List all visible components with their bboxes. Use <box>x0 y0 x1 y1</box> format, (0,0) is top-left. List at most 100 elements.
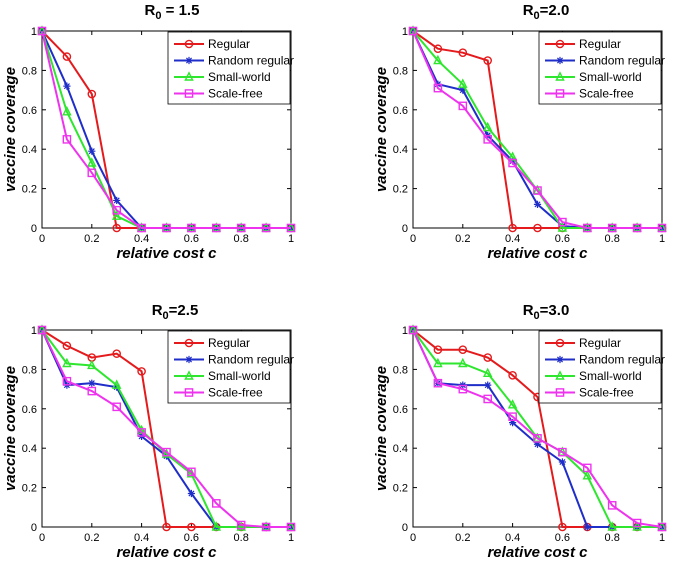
data-point <box>87 386 97 396</box>
data-point <box>286 223 296 233</box>
x-tick-label: 1 <box>659 532 665 544</box>
data-point <box>88 379 96 387</box>
data-point <box>87 359 97 370</box>
chart-panel-2: 0 0.2 0.4 0.6 0.8 1 0 0.2 0.4 0.6 0.8 1 R0=2.0 relati… <box>373 2 667 262</box>
legend-label: Random regular <box>579 353 665 367</box>
legend-marker <box>555 388 565 397</box>
data-point <box>433 357 443 368</box>
data-point <box>482 121 493 132</box>
x-tick-label: 0.8 <box>605 233 620 245</box>
data-point <box>433 44 443 54</box>
x-tick-label: 0.8 <box>234 532 249 544</box>
data-point <box>458 78 468 88</box>
y-tick-label: 0.4 <box>22 144 37 156</box>
legend: Regular Random regular Small-world Scale-fr… <box>167 330 294 404</box>
legend-marker <box>185 355 193 364</box>
chart-title: R0=2.0 <box>523 2 570 22</box>
series-line <box>41 30 291 229</box>
legend-label: Regular <box>208 37 250 51</box>
data-point <box>112 223 121 233</box>
data-point <box>408 26 418 36</box>
data-point <box>62 341 72 351</box>
y-tick-label: 1 <box>402 325 408 337</box>
data-point <box>211 521 222 531</box>
data-point <box>137 428 146 437</box>
y-tick-label: 0 <box>31 223 37 235</box>
legend-label: Regular <box>208 336 250 350</box>
data-point <box>433 83 443 93</box>
legend-marker <box>185 56 193 65</box>
data-point <box>62 376 72 386</box>
data-point <box>37 26 47 36</box>
data-point <box>508 412 517 421</box>
y-tick-label: 0.4 <box>22 443 37 455</box>
data-point <box>211 223 221 233</box>
data-point <box>607 223 617 233</box>
data-point <box>533 440 542 448</box>
legend-label: Regular <box>579 37 621 51</box>
legend-label: Scale-free <box>579 386 634 400</box>
data-point <box>63 82 71 90</box>
x-tick-label: 0 <box>39 532 45 544</box>
data-point <box>433 345 443 355</box>
y-tick-label: 0.8 <box>22 364 37 376</box>
data-point <box>583 463 592 473</box>
legend-marker <box>184 71 194 81</box>
data-point <box>162 447 171 457</box>
data-point <box>557 222 568 232</box>
y-tick-label: 0.2 <box>22 184 37 196</box>
legend-marker <box>184 89 194 98</box>
y-tick-label: 1 <box>402 26 408 38</box>
data-point <box>483 353 493 362</box>
y-tick-label: 0.6 <box>393 404 408 416</box>
data-point <box>558 522 567 532</box>
y-axis-label: vaccine coverage <box>2 67 19 192</box>
data-point <box>236 521 246 531</box>
data-point <box>458 345 468 355</box>
legend-marker <box>184 39 194 49</box>
data-point <box>507 399 518 409</box>
data-point <box>87 89 97 99</box>
data-point <box>508 371 517 380</box>
data-point <box>88 147 96 155</box>
data-point <box>261 223 271 233</box>
x-tick-label: 0.2 <box>455 233 470 245</box>
legend: Regular Random regular Small-world Scale-fr… <box>538 330 665 404</box>
data-point <box>187 489 195 498</box>
data-point <box>657 522 667 532</box>
data-point <box>112 402 121 412</box>
y-axis-label: vaccine coverage <box>373 366 390 491</box>
legend-marker <box>184 338 194 348</box>
legend-label: Scale-free <box>208 87 263 101</box>
data-point <box>582 470 593 480</box>
x-tick-label: 0.4 <box>505 532 520 544</box>
data-point <box>113 196 121 205</box>
y-tick-label: 0.2 <box>393 483 408 495</box>
x-axis-label: relative cost c <box>116 544 217 561</box>
series-line <box>41 329 291 528</box>
data-point <box>558 447 567 457</box>
data-point <box>484 381 492 389</box>
legend-marker <box>555 71 565 81</box>
data-point <box>533 186 542 195</box>
x-axis-label: relative cost c <box>116 245 217 262</box>
series-scale-free <box>37 325 296 532</box>
x-tick-label: 1 <box>659 233 665 245</box>
x-tick-label: 0.6 <box>184 532 199 544</box>
x-tick-label: 0 <box>39 233 45 245</box>
y-tick-label: 0 <box>402 223 408 235</box>
x-tick-label: 0.2 <box>455 532 470 544</box>
legend-marker <box>556 355 564 364</box>
data-point <box>509 418 517 427</box>
legend-marker <box>555 338 565 348</box>
data-point <box>112 349 121 358</box>
data-point <box>236 520 246 530</box>
x-axis-label: relative cost c <box>487 544 588 561</box>
y-tick-label: 0.6 <box>22 404 37 416</box>
data-point <box>137 223 146 233</box>
data-point <box>433 378 443 388</box>
legend-marker <box>555 39 565 49</box>
y-tick-label: 0 <box>402 522 408 534</box>
x-axis-label: relative cost c <box>487 245 588 262</box>
